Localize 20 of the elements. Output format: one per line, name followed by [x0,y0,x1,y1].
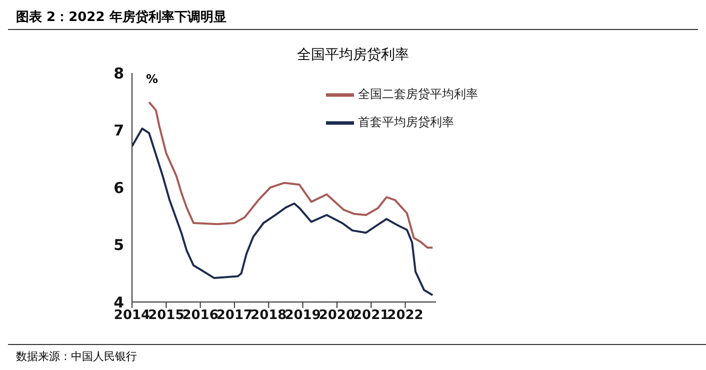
y-tick-label: 8 [114,64,124,82]
y-tick-label: 7 [114,122,124,140]
x-tick-label: 2020 [318,308,356,324]
chart-title: 图表 2：2022 年房贷利率下调明显 [8,8,698,30]
source-note: 数据来源：中国人民银行 [16,349,138,364]
x-tick-label: 2022 [387,308,424,324]
x-tick-label: 2019 [284,308,321,324]
x-tick-label: 2018 [250,308,287,324]
chart-subtitle: 全国平均房贷利率 [296,46,410,64]
y-axis-title: % [146,72,158,86]
y-tick-label: 6 [114,178,124,197]
legend-label: 全国二套房贷平均利率 [358,87,478,102]
x-tick-label: 2016 [182,308,218,324]
x-tick-label: 2014 [114,308,150,324]
line-series [132,128,434,296]
y-tick-label: 5 [114,236,124,254]
x-tick-label: 2017 [216,308,253,324]
x-tick-label: 2015 [148,308,184,324]
legend-label: 首套平均房贷利率 [358,115,454,130]
x-tick-label: 2021 [353,308,390,324]
